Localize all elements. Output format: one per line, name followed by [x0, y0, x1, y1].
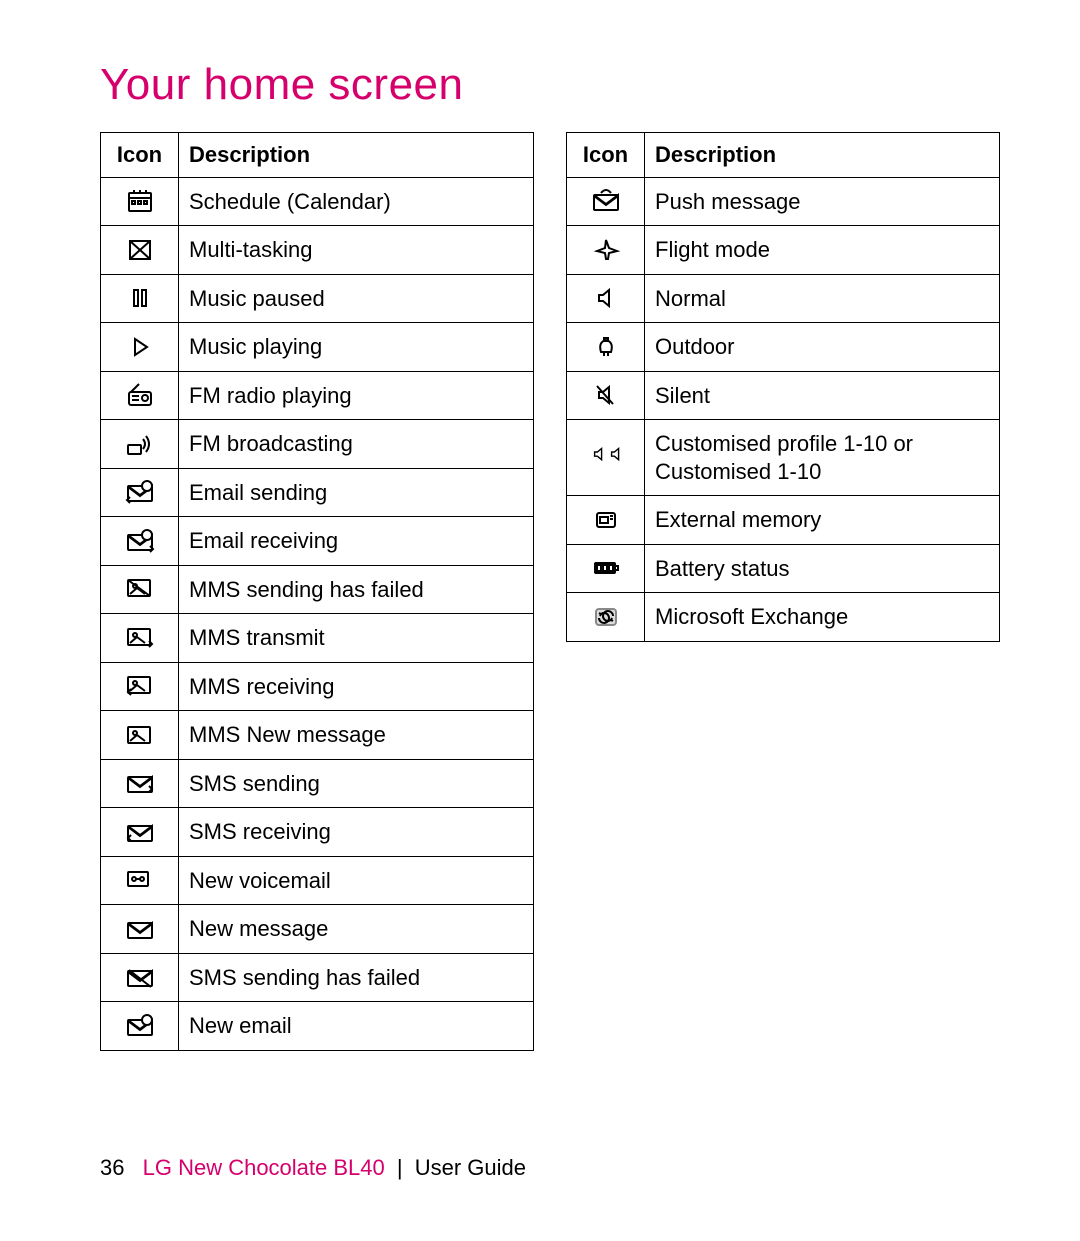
- description-cell: MMS receiving: [179, 662, 534, 711]
- table-row: MMS New message: [101, 711, 534, 760]
- description-cell: Customised profile 1-10 or Customised 1-…: [645, 420, 1000, 496]
- tables-container: Icon Description Schedule (Calendar)Mult…: [100, 132, 1000, 1051]
- table-row: Normal: [567, 274, 1000, 323]
- description-cell: SMS sending has failed: [179, 953, 534, 1002]
- table-row: Silent: [567, 371, 1000, 420]
- play-icon: [101, 323, 179, 372]
- page-footer: 36 LG New Chocolate BL40 | User Guide: [100, 1155, 526, 1181]
- icon-table-right: Icon Description Push messageFlight mode…: [566, 132, 1000, 642]
- description-cell: Email sending: [179, 468, 534, 517]
- mms-transmit-icon: [101, 614, 179, 663]
- page-title: Your home screen: [100, 60, 1000, 110]
- email-send-icon: [101, 468, 179, 517]
- table-row: Email receiving: [101, 517, 534, 566]
- outdoor-profile-icon: [567, 323, 645, 372]
- table-row: Email sending: [101, 468, 534, 517]
- new-email-icon: [101, 1002, 179, 1051]
- description-cell: Silent: [645, 371, 1000, 420]
- new-message-icon: [101, 905, 179, 954]
- description-cell: MMS New message: [179, 711, 534, 760]
- description-cell: Battery status: [645, 544, 1000, 593]
- table-row: SMS sending has failed: [101, 953, 534, 1002]
- description-cell: New email: [179, 1002, 534, 1051]
- description-cell: Flight mode: [645, 226, 1000, 275]
- header-icon: Icon: [567, 133, 645, 178]
- table-row: Customised profile 1-10 or Customised 1-…: [567, 420, 1000, 496]
- email-receive-icon: [101, 517, 179, 566]
- fm-broadcast-icon: [101, 420, 179, 469]
- guide-label: User Guide: [415, 1155, 526, 1180]
- table-row: SMS receiving: [101, 808, 534, 857]
- table-row: Music playing: [101, 323, 534, 372]
- push-message-icon: [567, 177, 645, 226]
- table-row: Music paused: [101, 274, 534, 323]
- footer-separator: |: [397, 1155, 403, 1180]
- description-cell: MMS transmit: [179, 614, 534, 663]
- table-row: FM broadcasting: [101, 420, 534, 469]
- sms-receive-icon: [101, 808, 179, 857]
- silent-profile-icon: [567, 371, 645, 420]
- product-name: LG New Chocolate BL40: [143, 1155, 385, 1180]
- table-row: SMS sending: [101, 759, 534, 808]
- icon-table-left: Icon Description Schedule (Calendar)Mult…: [100, 132, 534, 1051]
- description-cell: Music paused: [179, 274, 534, 323]
- description-cell: Normal: [645, 274, 1000, 323]
- table-row: Multi-tasking: [101, 226, 534, 275]
- description-cell: Microsoft Exchange: [645, 593, 1000, 642]
- description-cell: Push message: [645, 177, 1000, 226]
- header-description: Description: [645, 133, 1000, 178]
- voicemail-icon: [101, 856, 179, 905]
- sms-fail-icon: [101, 953, 179, 1002]
- calendar-icon: [101, 177, 179, 226]
- table-row: Outdoor: [567, 323, 1000, 372]
- table-row: External memory: [567, 496, 1000, 545]
- pause-icon: [101, 274, 179, 323]
- table-row: MMS receiving: [101, 662, 534, 711]
- table-row: MMS sending has failed: [101, 565, 534, 614]
- sms-send-icon: [101, 759, 179, 808]
- table-row: FM radio playing: [101, 371, 534, 420]
- description-cell: New voicemail: [179, 856, 534, 905]
- exchange-icon: [567, 593, 645, 642]
- description-cell: Multi-tasking: [179, 226, 534, 275]
- table-row: New message: [101, 905, 534, 954]
- multitask-icon: [101, 226, 179, 275]
- fm-radio-icon: [101, 371, 179, 420]
- mms-fail-icon: [101, 565, 179, 614]
- table-row: New email: [101, 1002, 534, 1051]
- mms-new-icon: [101, 711, 179, 760]
- description-cell: SMS receiving: [179, 808, 534, 857]
- external-memory-icon: [567, 496, 645, 545]
- description-cell: New message: [179, 905, 534, 954]
- page-number: 36: [100, 1155, 124, 1180]
- table-row: Flight mode: [567, 226, 1000, 275]
- flight-mode-icon: [567, 226, 645, 275]
- normal-profile-icon: [567, 274, 645, 323]
- header-icon: Icon: [101, 133, 179, 178]
- description-cell: SMS sending: [179, 759, 534, 808]
- header-description: Description: [179, 133, 534, 178]
- table-row: Battery status: [567, 544, 1000, 593]
- description-cell: MMS sending has failed: [179, 565, 534, 614]
- description-cell: Outdoor: [645, 323, 1000, 372]
- description-cell: FM radio playing: [179, 371, 534, 420]
- table-row: Push message: [567, 177, 1000, 226]
- table-row: Schedule (Calendar): [101, 177, 534, 226]
- table-row: Microsoft Exchange: [567, 593, 1000, 642]
- custom-profile-icon: [567, 420, 645, 496]
- description-cell: Email receiving: [179, 517, 534, 566]
- description-cell: FM broadcasting: [179, 420, 534, 469]
- description-cell: Schedule (Calendar): [179, 177, 534, 226]
- table-row: MMS transmit: [101, 614, 534, 663]
- battery-icon: [567, 544, 645, 593]
- table-row: New voicemail: [101, 856, 534, 905]
- description-cell: Music playing: [179, 323, 534, 372]
- mms-receive-icon: [101, 662, 179, 711]
- description-cell: External memory: [645, 496, 1000, 545]
